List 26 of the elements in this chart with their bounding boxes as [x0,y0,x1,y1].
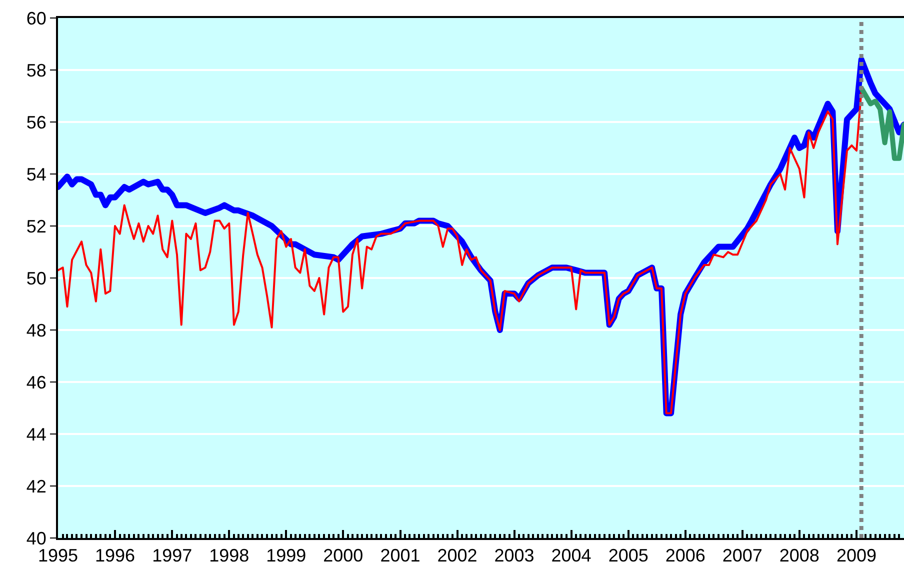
x-tick-label: 2006 [665,546,706,566]
y-tick-label: 42 [26,476,46,496]
y-tick-label: 60 [26,8,46,28]
y-tick-label: 44 [26,424,46,444]
y-tick-label: 52 [26,216,46,236]
x-tick-label: 1998 [209,546,250,566]
x-tick-label: 1995 [38,546,78,566]
x-tick-label: 2008 [779,546,820,566]
x-tick-label: 2005 [608,546,648,566]
x-tick-label: 1997 [152,546,192,566]
y-tick-label: 48 [26,320,46,340]
x-tick-label: 2000 [323,546,364,566]
y-tick-label: 54 [26,164,46,184]
x-tick-label: 2001 [380,546,420,566]
x-tick-label: 2002 [437,546,478,566]
x-tick-label: 2009 [836,546,877,566]
x-tick-label: 2007 [722,546,762,566]
y-tick-label: 58 [26,60,46,80]
x-tick-label: 1996 [94,546,136,566]
x-tick-label: 1999 [266,546,306,566]
x-tick-label: 2004 [551,546,592,566]
x-tick-label: 2003 [494,546,534,566]
y-tick-label: 50 [26,268,46,288]
y-tick-label: 46 [26,372,46,392]
y-tick-label: 40 [26,528,46,548]
y-tick-label: 56 [26,112,46,132]
